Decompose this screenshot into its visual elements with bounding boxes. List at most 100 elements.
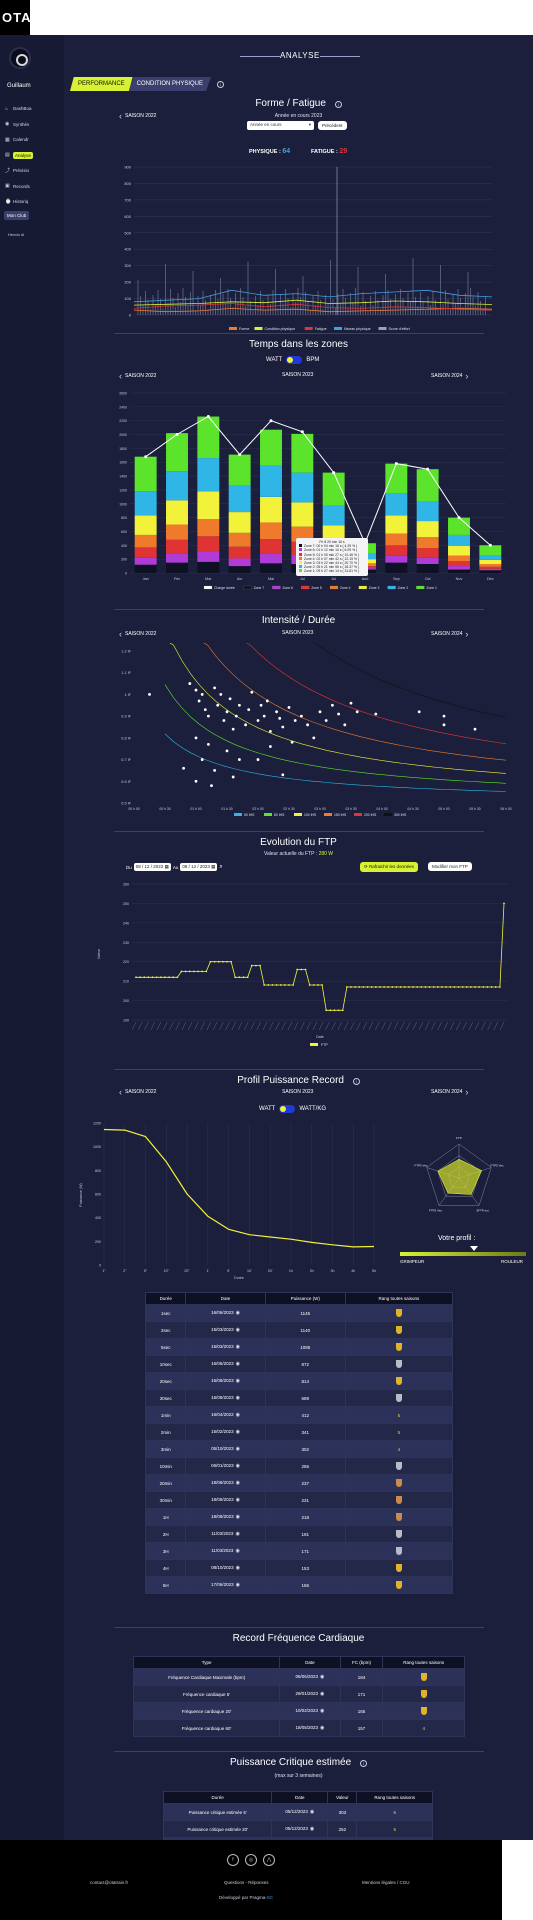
intensite-season-prev[interactable]: ‹ SAISON 2022 [116, 629, 156, 639]
eye-icon[interactable]: ◉ [235, 1548, 240, 1554]
table-cell-date[interactable]: 17/06/2023 ◉ [185, 1576, 266, 1594]
table-cell-date[interactable]: 18/09/2023 ◉ [185, 1474, 266, 1492]
table-cell-date[interactable]: 06/01/2023 ◉ [185, 1457, 266, 1475]
puissance-value: 1140 [300, 1327, 311, 1333]
contact-link[interactable]: contact@otatrain.fr [90, 1880, 129, 1885]
eye-icon[interactable]: ◉ [309, 1809, 315, 1815]
home-icon: ⌂ [5, 105, 9, 112]
sidebar-item-calendr[interactable]: ▦ Calendr [4, 132, 60, 148]
developed-by[interactable]: Développé par Pragma-SC [219, 1895, 273, 1900]
eye-icon[interactable]: ◉ [235, 1310, 240, 1316]
x-tick-label: 01 h 00 [190, 807, 201, 811]
eye-icon[interactable]: ◉ [309, 1826, 315, 1832]
ftp-point [221, 960, 224, 963]
eye-icon[interactable]: ◉ [235, 1446, 240, 1452]
table-cell-date[interactable]: 18/09/2023 ◉ [185, 1508, 266, 1526]
eye-icon[interactable]: ◉ [319, 1674, 325, 1680]
my-club-button[interactable]: Mon Club [4, 211, 30, 220]
table-cell-date[interactable]: 08/10/2023 ◉ [185, 1559, 266, 1577]
scatter-point [374, 712, 378, 716]
table-cell-date[interactable]: 16/06/2023 ◉ [185, 1355, 266, 1373]
table-cell-date[interactable]: 06/06/2023 ◉ [279, 1668, 341, 1686]
refresh-button[interactable]: ⟳ Rafraichir les données [360, 862, 418, 872]
zones-season-prev[interactable]: ‹ SAISON 2022 [116, 371, 156, 381]
legend-swatch [299, 552, 302, 556]
sidebar-item-dashboa[interactable]: ⌂ DashBoa [4, 101, 60, 117]
table-cell-date[interactable]: 11/03/2023 ◉ [185, 1525, 266, 1543]
eye-icon[interactable]: ◉ [235, 1531, 240, 1537]
eye-icon[interactable]: ◉ [319, 1708, 325, 1714]
zones-season-next[interactable]: SAISON 2024 › [431, 371, 471, 381]
period-select[interactable]: Année en cours ▾ [247, 121, 314, 130]
avatar[interactable] [9, 47, 31, 69]
eye-icon[interactable]: ◉ [319, 1691, 325, 1697]
eye-icon[interactable]: ◉ [235, 1497, 240, 1503]
eye-icon[interactable]: ◉ [235, 1480, 240, 1486]
intensite-season-next[interactable]: SAISON 2024 › [431, 629, 471, 639]
table-cell-date[interactable]: 16/09/2023 ◉ [185, 1389, 266, 1407]
ftp-point [403, 986, 406, 988]
chevron-left-icon: ‹ [119, 111, 122, 121]
strava-icon[interactable]: ⋀ [263, 1854, 275, 1866]
club-name[interactable]: Hendo di [8, 232, 25, 237]
tab-condition-physique[interactable]: CONDITION PHYSIQUE [128, 77, 212, 91]
eye-icon[interactable]: ◉ [235, 1395, 240, 1401]
search-icon[interactable]: ⌕ [219, 863, 223, 870]
facebook-icon[interactable]: f [227, 1854, 239, 1866]
table-cell-date[interactable]: 18/05/2023 ◉ [279, 1719, 341, 1737]
zones-unit-toggle[interactable]: WATT BPM [266, 356, 319, 364]
forme-season-prev[interactable]: ‹ SAISON 2022 [116, 111, 156, 121]
previous-button[interactable]: Précédent [318, 121, 347, 130]
eye-icon[interactable]: ◉ [319, 1725, 325, 1731]
table-cell-date[interactable]: 15/03/2023 ◉ [185, 1321, 266, 1339]
eye-icon[interactable]: ◉ [235, 1514, 240, 1520]
to-date-input[interactable]: 08 / 12 / 2023 ▦ [180, 863, 218, 871]
info-icon[interactable]: i [217, 80, 225, 88]
info-icon[interactable]: i [352, 1078, 360, 1085]
eye-icon[interactable]: ◉ [235, 1412, 240, 1418]
profil-season-prev[interactable]: ‹ SAISON 2022 [116, 1087, 156, 1097]
faq-link[interactable]: Questions - Réponses [224, 1880, 269, 1885]
unit-toggle-switch[interactable] [286, 356, 303, 364]
legal-link[interactable]: Mentions légales / CGU [362, 1880, 410, 1885]
sidebar-item-analyse[interactable]: ▤ Analyse [4, 148, 60, 164]
eye-icon[interactable]: ◉ [235, 1429, 240, 1435]
table-cell-date[interactable]: 05/10/2023 ◉ [185, 1440, 266, 1458]
logo[interactable]: OTA [0, 0, 30, 35]
sidebar-item-records[interactable]: ▣ Records [4, 179, 60, 195]
table-cell-date[interactable]: 16/06/2023 ◉ [185, 1304, 266, 1322]
ftp-point [374, 986, 377, 988]
bar-segment-zone-3 [197, 491, 220, 519]
sidebar-item-historiq[interactable]: ⌚ Historiq [4, 194, 60, 210]
info-icon[interactable]: i [334, 101, 342, 108]
tooltip-line: Zone 5: 01 h 00 min 27 s ( 10.46 % ) [299, 552, 365, 557]
info-icon[interactable]: i [359, 1760, 367, 1767]
table-cell-date[interactable]: 16/09/2023 ◉ [185, 1372, 266, 1390]
from-date-input[interactable]: 08 / 12 / 2022 ▦ [133, 863, 171, 871]
eye-icon[interactable]: ◉ [235, 1582, 240, 1588]
table-cell-date[interactable]: 29/01/2023 ◉ [279, 1685, 341, 1703]
divider [114, 333, 484, 334]
table-cell-date[interactable]: 11/03/2023 ◉ [185, 1542, 266, 1560]
profil-season-next[interactable]: SAISON 2024 › [431, 1087, 471, 1097]
table-cell-date[interactable]: 18/09/2023 ◉ [185, 1491, 266, 1509]
table-cell-date[interactable]: 16/04/2022 ◉ [185, 1406, 266, 1424]
instagram-icon[interactable]: ◎ [245, 1854, 257, 1866]
eye-icon[interactable]: ◉ [235, 1344, 240, 1350]
table-cell-date[interactable]: 05/12/2023◉ [271, 1803, 329, 1821]
eye-icon[interactable]: ◉ [235, 1361, 240, 1367]
table-cell-date[interactable]: 15/02/2023 ◉ [185, 1423, 266, 1441]
table-cell-date[interactable]: 10/02/2023 ◉ [279, 1702, 341, 1720]
sidebar-item-synthès[interactable]: ◉ Synthès [4, 117, 60, 133]
eye-icon[interactable]: ◉ [235, 1463, 240, 1469]
edit-ftp-button[interactable]: Modifier mon FTP [428, 862, 472, 871]
eye-icon[interactable]: ◉ [235, 1378, 240, 1384]
table-cell-date[interactable]: 15/03/2023 ◉ [185, 1338, 266, 1356]
eye-icon[interactable]: ◉ [235, 1327, 240, 1333]
sidebar-item-prévisio[interactable]: ⤴ Prévisio [4, 163, 60, 179]
unit-toggle-switch[interactable] [279, 1105, 296, 1113]
profil-unit-toggle[interactable]: WATT WATT/KG [259, 1105, 326, 1113]
tab-performance[interactable]: PERFORMANCE [70, 77, 133, 91]
table-cell-date[interactable]: 05/12/2023◉ [271, 1820, 329, 1838]
eye-icon[interactable]: ◉ [235, 1565, 240, 1571]
